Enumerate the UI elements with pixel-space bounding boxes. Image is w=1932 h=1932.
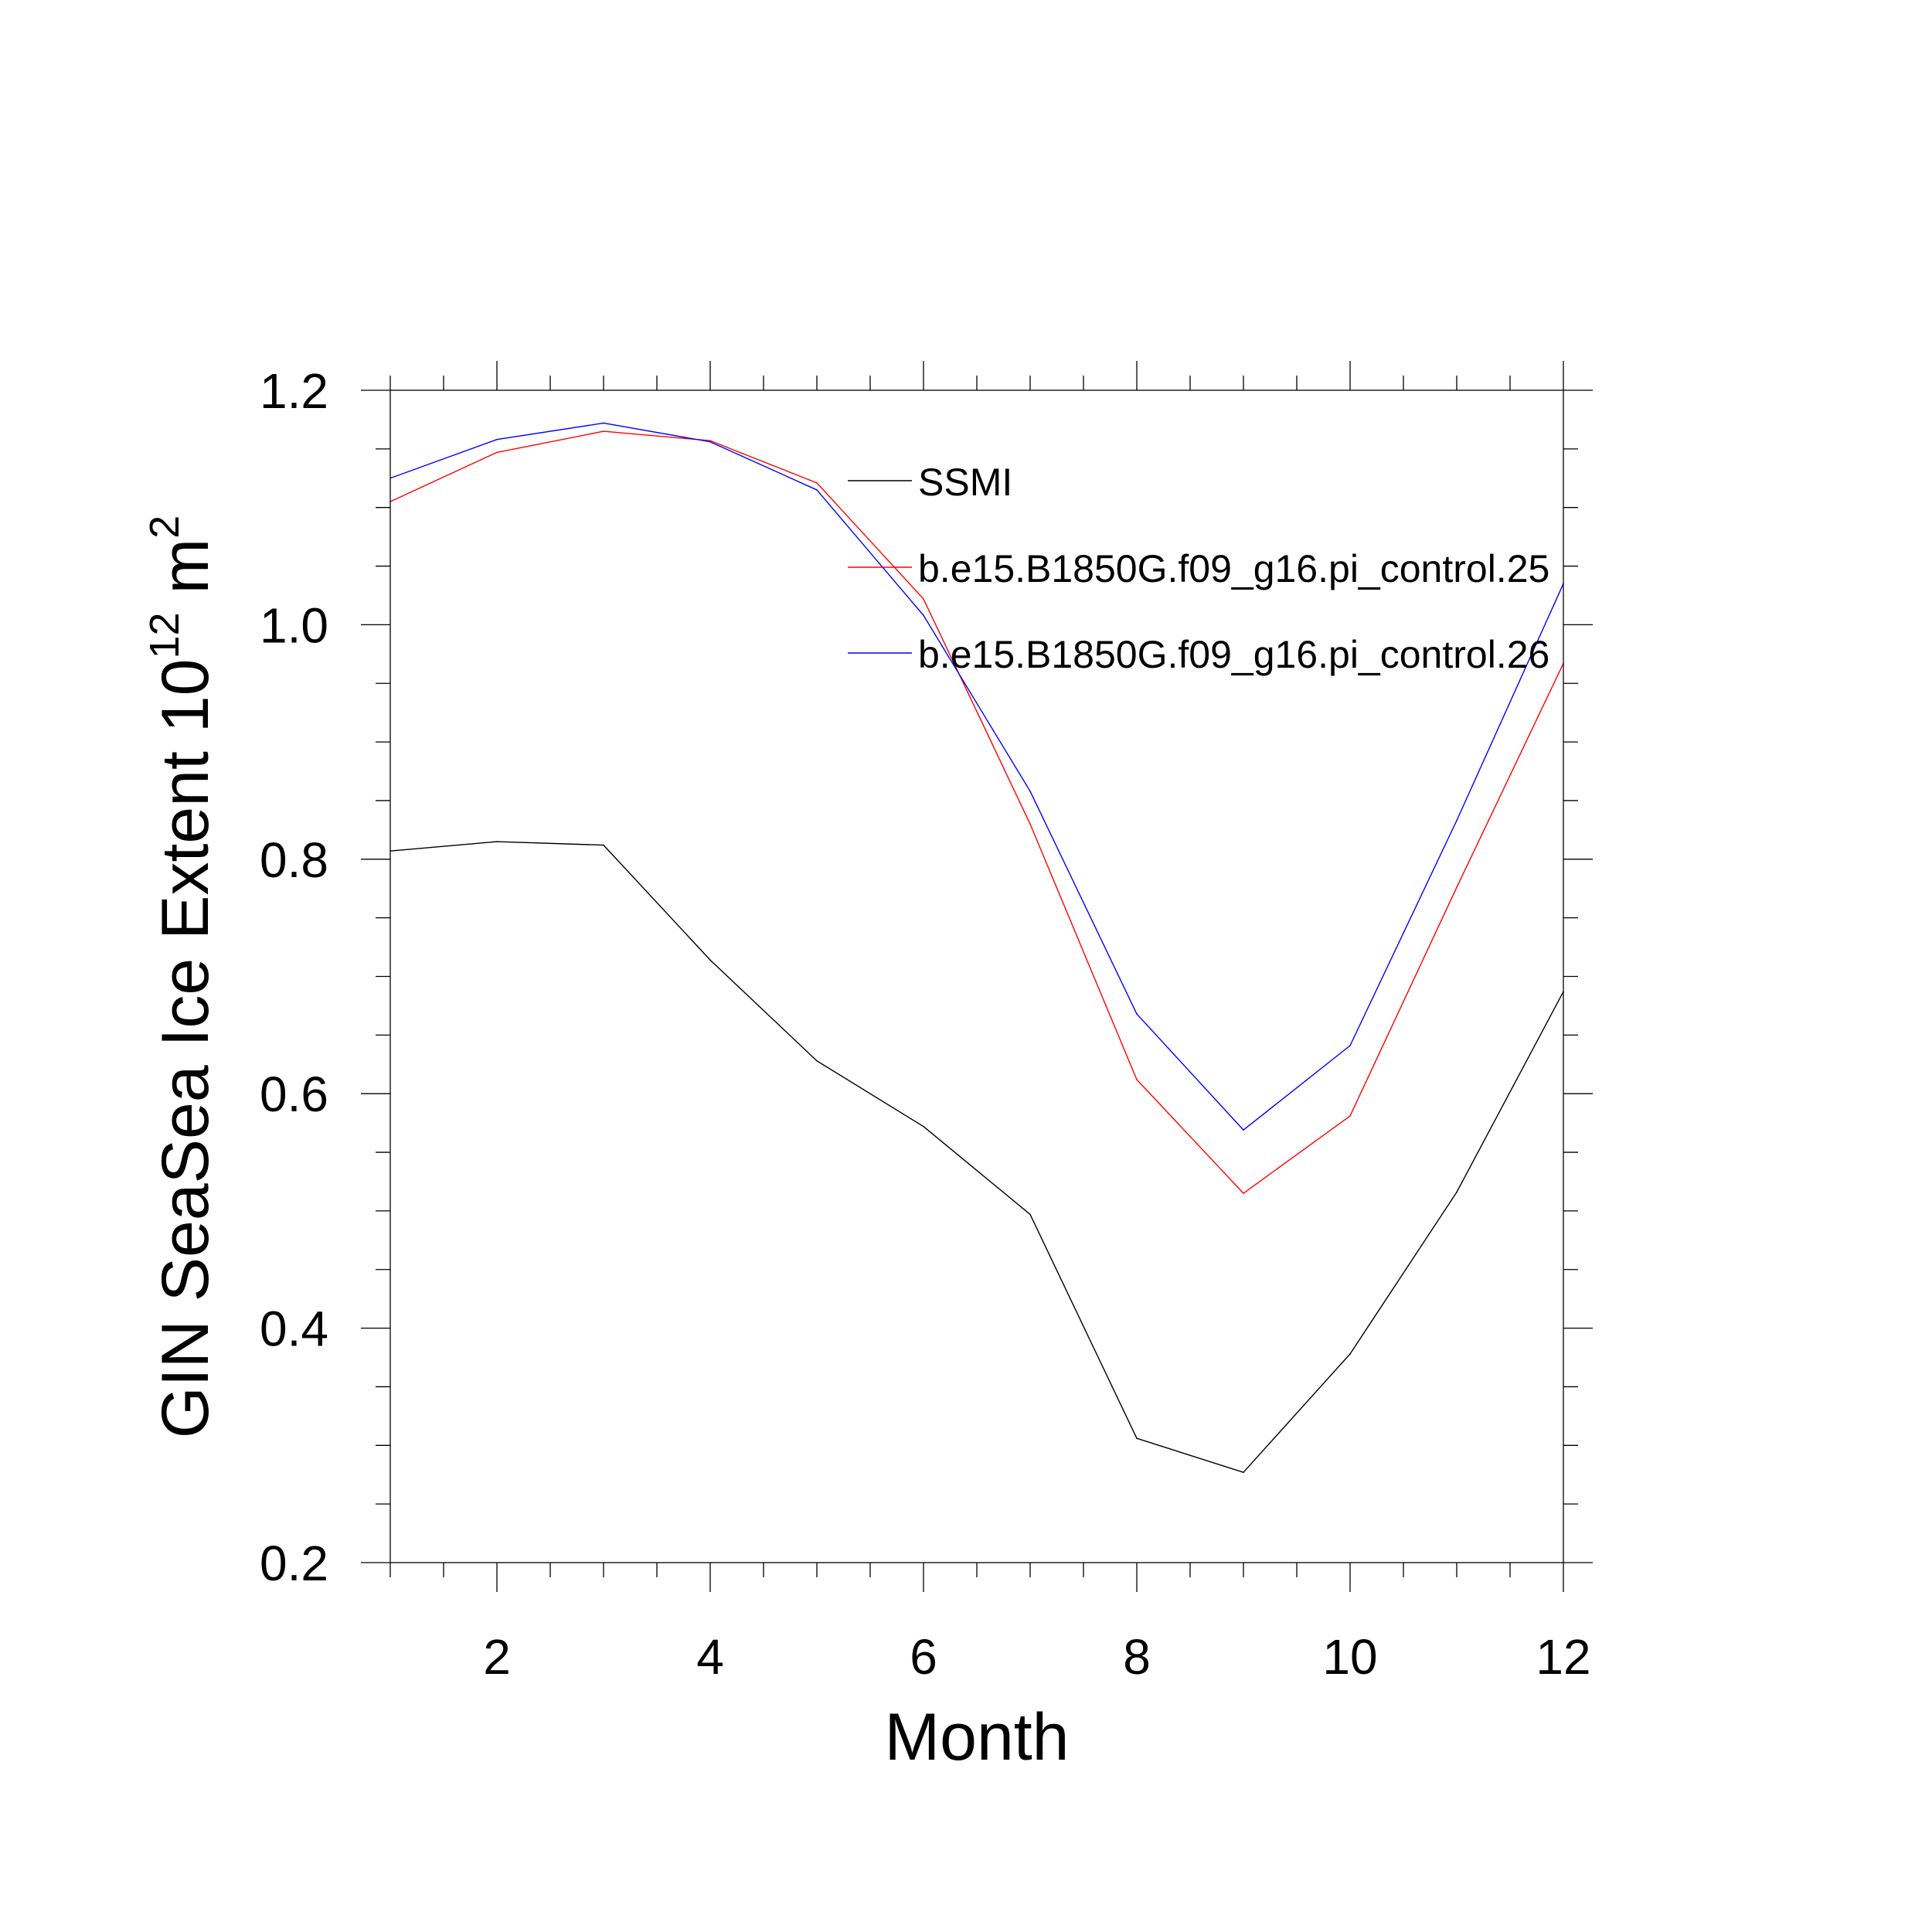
data-point [1029,823,1031,825]
data-point [1456,886,1458,889]
data-point [1243,1129,1244,1131]
data-point [923,598,924,600]
data-point [709,440,711,442]
data-point [1243,1471,1244,1473]
data-point [923,1125,924,1128]
x-tick-label: 6 [910,1629,937,1685]
data-point [1136,1079,1138,1080]
data-point [603,844,604,846]
major-ticks [361,361,1593,1592]
minor-ticks [376,376,1578,1577]
series-line-3 [389,422,1564,1131]
y-tick-label: 0.6 [260,1066,328,1122]
data-point [816,489,818,491]
series-line-2 [389,430,1564,1194]
tick-labels: 2 4 6 8 10 12 0.2 0.4 0.6 0.8 1.0 1.2 [260,363,1591,1685]
x-axis-label: Month [884,1700,1069,1774]
data-point [1456,819,1458,821]
legend-label: SSMI [918,461,1012,504]
y-tick-label: 0.8 [260,832,328,888]
legend-label: b.e15.B1850G.f09_g16.pi_control.25 [918,547,1549,590]
x-tick-label: 10 [1322,1629,1377,1685]
x-tick-label: 4 [696,1629,724,1685]
y-tick-label: 0.2 [260,1536,328,1591]
data-point [603,430,604,432]
legend: SSMI b.e15.B1850G.f09_g16.pi_control.25 b.… [848,461,1549,676]
data-point [1349,1353,1351,1355]
data-point [1136,1013,1138,1015]
data-point [1243,1192,1244,1194]
data-point [1029,1213,1031,1216]
data-point [1136,1437,1138,1439]
series-line-1 [389,841,1564,1473]
data-point [496,438,498,440]
y-tick-label: 0.4 [260,1301,328,1357]
x-tick-label: 8 [1123,1629,1151,1685]
series-lines [389,422,1564,1473]
data-point [603,422,604,424]
legend-label: b.e15.B1850G.f09_g16.pi_control.26 [918,633,1549,676]
data-point [496,841,498,842]
data-point [816,1060,818,1062]
data-point [1029,791,1031,792]
plot-frame [389,389,1564,1563]
data-point [1349,1115,1351,1117]
data-point [496,451,498,454]
x-tick-label: 12 [1536,1629,1590,1685]
y-tick-label: 1.2 [260,363,328,419]
y-axis-label: GIN SeaSea Ice Extent 1012 m2 [141,515,223,1438]
data-point [709,440,711,443]
data-point [1456,1191,1458,1193]
x-tick-label: 2 [483,1629,511,1685]
data-point [923,614,924,617]
y-tick-label: 1.0 [260,597,328,653]
data-point [1349,1045,1351,1046]
data-point [816,482,818,484]
data-point [709,959,711,961]
